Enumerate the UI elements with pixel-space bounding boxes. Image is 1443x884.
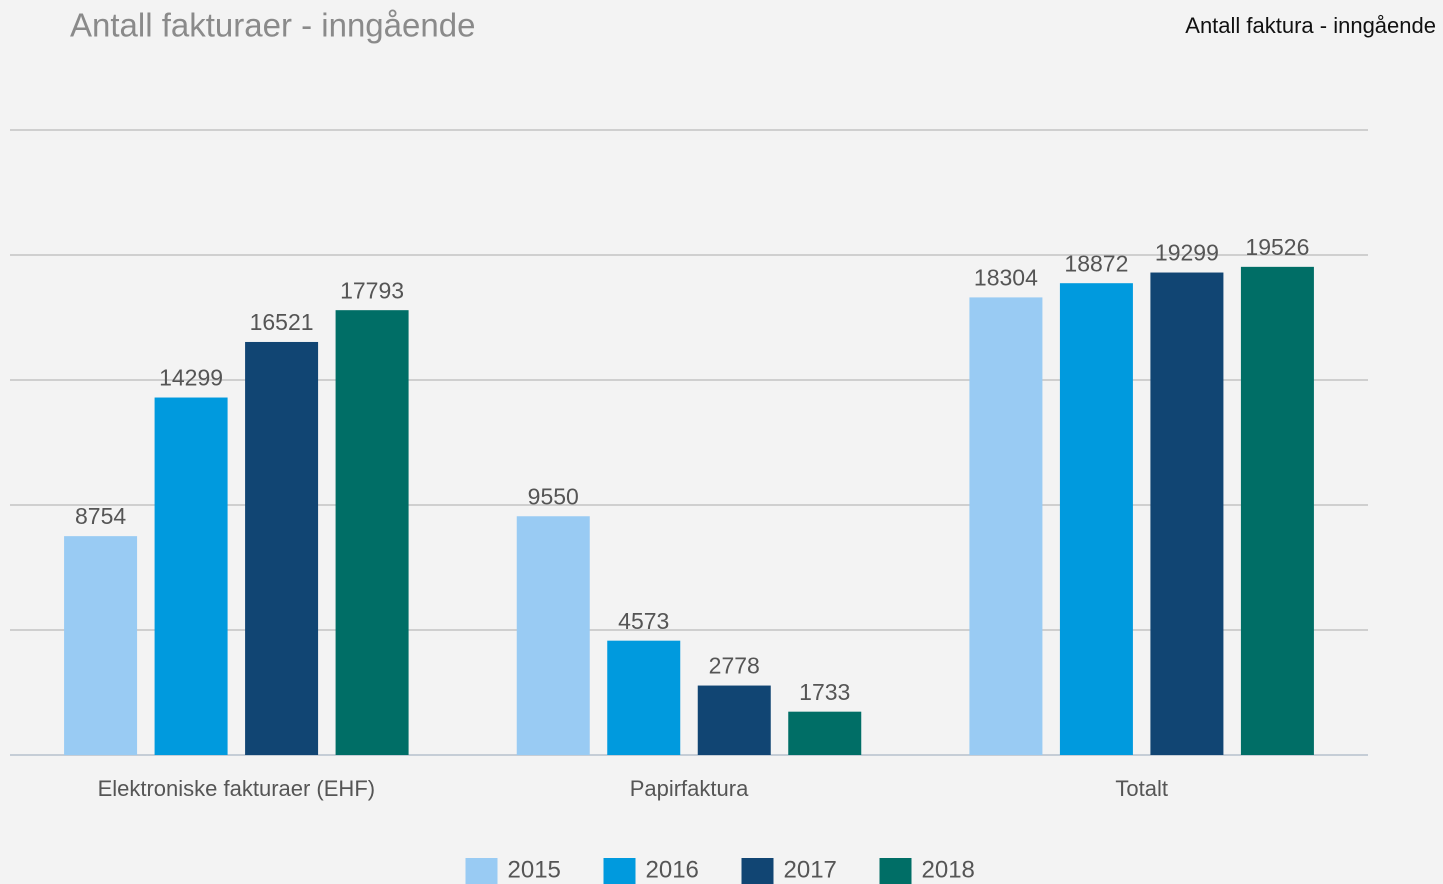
bar (1150, 272, 1224, 755)
data-label: 18304 (974, 264, 1038, 290)
legend-label: 2016 (646, 856, 699, 883)
data-label: 1733 (799, 679, 850, 705)
bar (245, 341, 319, 755)
bar (335, 310, 409, 755)
legend-swatch (465, 858, 498, 884)
bar (1059, 283, 1133, 755)
data-label: 16521 (250, 309, 314, 335)
x-tick-label: Elektroniske fakturaer (EHF) (98, 776, 376, 801)
legend-label: 2017 (784, 856, 837, 883)
chart-subtitle: Antall faktura - inngående (1185, 13, 1436, 38)
bar (154, 397, 228, 755)
chart-title: Antall fakturaer - inngående (70, 7, 475, 44)
bar (788, 711, 862, 755)
data-label: 17793 (340, 277, 404, 303)
bar (969, 297, 1043, 755)
data-label: 2778 (709, 653, 760, 679)
data-label: 4573 (618, 608, 669, 634)
legend-label: 2018 (922, 856, 975, 883)
legend-swatch (879, 858, 912, 884)
bar (697, 685, 771, 755)
bar (64, 536, 138, 755)
legend-swatch (603, 858, 636, 884)
x-tick-label: Papirfaktura (630, 776, 749, 801)
legend-swatch (741, 858, 774, 884)
data-label: 19299 (1155, 240, 1219, 266)
bar (1240, 266, 1314, 755)
data-label: 19526 (1245, 234, 1309, 260)
data-label: 8754 (75, 503, 126, 529)
legend-label: 2015 (508, 856, 561, 883)
data-label: 9550 (528, 483, 579, 509)
bar (516, 516, 590, 755)
x-tick-label: Totalt (1115, 776, 1168, 801)
data-label: 14299 (159, 365, 223, 391)
data-label: 18872 (1064, 250, 1128, 276)
bar (607, 640, 681, 755)
